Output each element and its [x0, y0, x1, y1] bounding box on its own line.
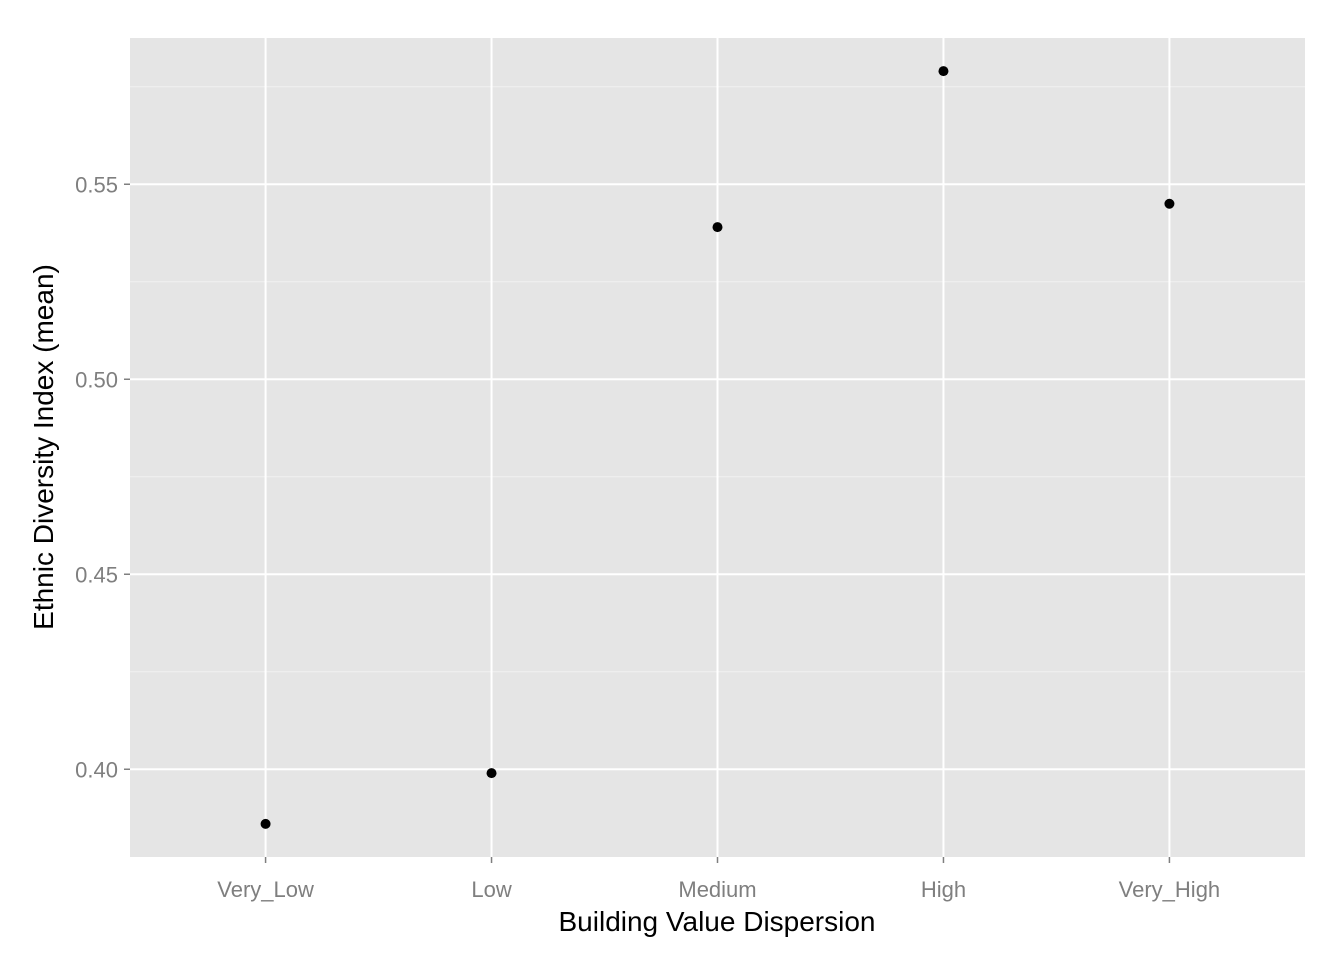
y-tick-label: 0.40 [75, 757, 118, 782]
x-tick-label: High [921, 877, 966, 902]
major-grid [130, 38, 1305, 857]
y-tick-label: 0.50 [75, 367, 118, 392]
x-tick-label: Very_Low [217, 877, 314, 902]
y-tick-labels: 0.40 0.45 0.50 0.55 [75, 172, 118, 782]
data-point [260, 818, 271, 829]
x-tick-labels: Very_Low Low Medium High Very_High [217, 877, 1220, 902]
x-tick-label: Low [471, 877, 511, 902]
data-point [486, 768, 497, 779]
x-tick-label: Medium [678, 877, 756, 902]
y-axis-title: Ethnic Diversity Index (mean) [28, 264, 59, 630]
data-point [1164, 198, 1175, 209]
data-points [260, 66, 1175, 829]
y-tick-label: 0.45 [75, 562, 118, 587]
axis-ticks [124, 183, 1171, 863]
x-axis-title: Building Value Dispersion [559, 906, 876, 937]
data-point [938, 66, 949, 77]
x-tick-label: Very_High [1119, 877, 1221, 902]
y-tick-label: 0.55 [75, 172, 118, 197]
data-point [712, 222, 723, 233]
